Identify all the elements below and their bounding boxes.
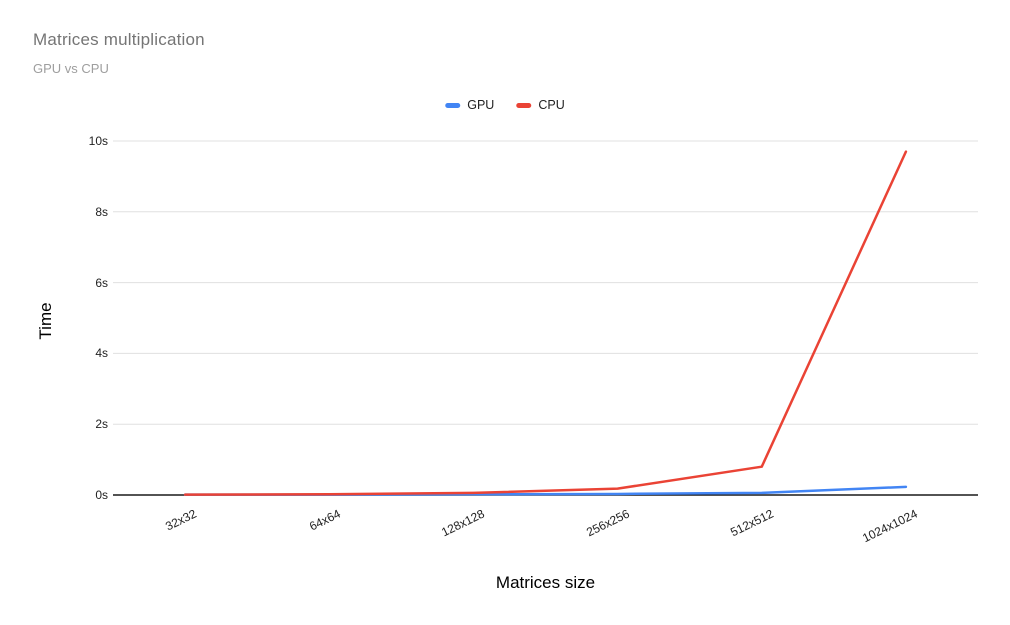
- series-line-cpu: [183, 150, 908, 496]
- legend-item-cpu: CPU: [516, 98, 565, 112]
- y-axis-title: Time: [36, 302, 55, 340]
- x-axis-title: Matrices size: [495, 573, 596, 592]
- legend-item-gpu: GPU: [445, 98, 494, 112]
- chart-title: Matrices multiplication: [33, 30, 205, 49]
- y-tick-label: 8s: [95, 204, 108, 219]
- y-tick-label: 10s: [88, 134, 108, 148]
- y-tick-label: 4s: [95, 346, 108, 361]
- legend-label-gpu: GPU: [467, 98, 495, 112]
- legend-swatch-gpu-icon: [445, 102, 461, 108]
- legend-label-cpu: CPU: [538, 98, 565, 112]
- y-tick-label: 6s: [95, 275, 108, 290]
- legend-swatch-cpu-icon: [516, 102, 532, 108]
- y-tick-label: 2s: [95, 417, 108, 432]
- chart-subtitle: GPU vs CPU: [33, 61, 109, 76]
- legend: GPU CPU: [445, 98, 565, 112]
- y-tick-label: 0s: [95, 488, 108, 502]
